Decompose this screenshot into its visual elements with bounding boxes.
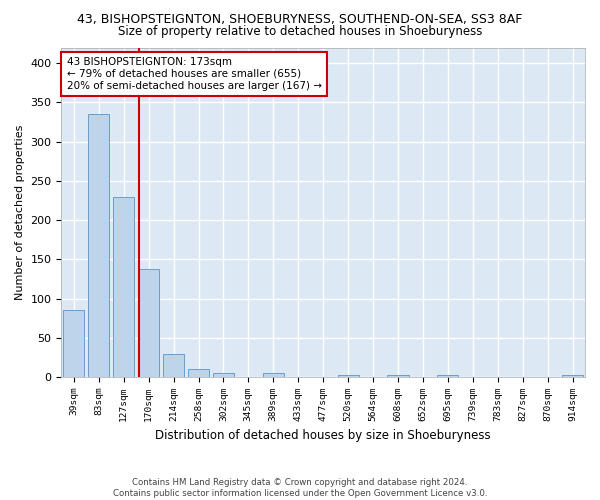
Text: 43 BISHOPSTEIGNTON: 173sqm
← 79% of detached houses are smaller (655)
20% of sem: 43 BISHOPSTEIGNTON: 173sqm ← 79% of deta… [67, 58, 322, 90]
Bar [88, 114, 109, 377]
Bar [188, 369, 209, 377]
Bar [138, 270, 159, 377]
Text: 43, BISHOPSTEIGNTON, SHOEBURYNESS, SOUTHEND-ON-SEA, SS3 8AF: 43, BISHOPSTEIGNTON, SHOEBURYNESS, SOUTH… [77, 12, 523, 26]
Bar [338, 374, 359, 377]
Text: Size of property relative to detached houses in Shoeburyness: Size of property relative to detached ho… [118, 25, 482, 38]
Y-axis label: Number of detached properties: Number of detached properties [15, 124, 25, 300]
Bar [163, 354, 184, 377]
Bar [63, 310, 85, 377]
Bar [113, 196, 134, 377]
Text: Contains HM Land Registry data © Crown copyright and database right 2024.
Contai: Contains HM Land Registry data © Crown c… [113, 478, 487, 498]
Bar [437, 374, 458, 377]
Bar [213, 373, 234, 377]
Bar [263, 373, 284, 377]
X-axis label: Distribution of detached houses by size in Shoeburyness: Distribution of detached houses by size … [155, 430, 491, 442]
Bar [388, 374, 409, 377]
Bar [562, 374, 583, 377]
